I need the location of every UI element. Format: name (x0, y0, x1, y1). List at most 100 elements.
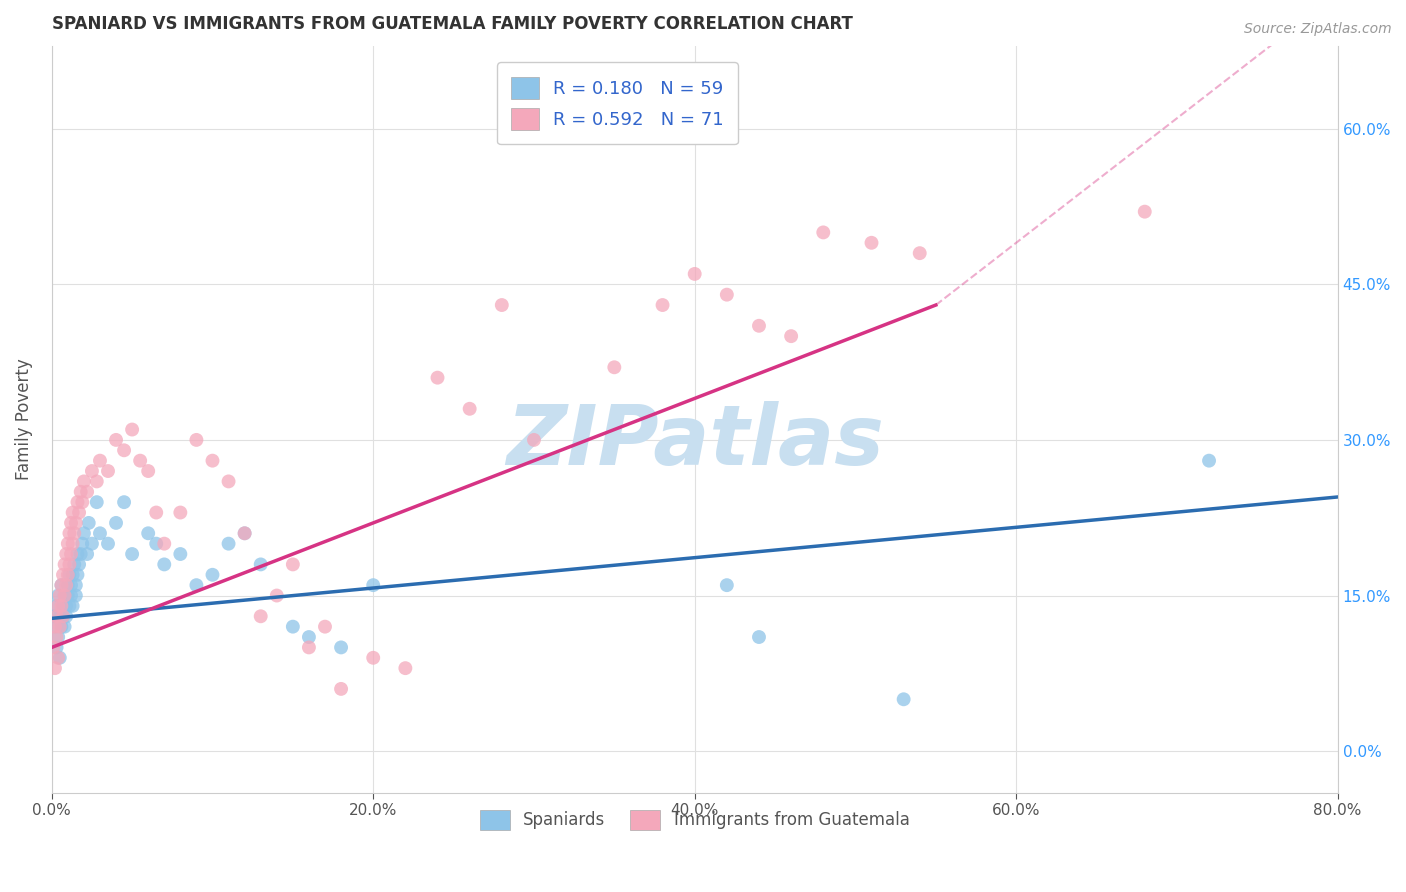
Point (44, 661, 66, 675)
Point (53, 589, 76, 603)
Y-axis label: Family Poverty: Family Poverty (15, 359, 32, 480)
Point (780, 329, 803, 343)
Point (45, 630, 67, 644)
Point (89, 453, 111, 467)
Point (233, 526, 256, 541)
Point (145, 536, 167, 550)
Point (46, 589, 69, 603)
Legend: Spaniards, Immigrants from Guatemala: Spaniards, Immigrants from Guatemala (474, 803, 917, 837)
Point (153, 536, 176, 550)
Point (748, 318, 770, 333)
Point (42, 609, 65, 624)
Point (58, 526, 80, 541)
Point (45, 640, 67, 655)
Point (53, 558, 76, 572)
Point (60, 589, 83, 603)
Point (281, 558, 304, 572)
Point (603, 360, 626, 375)
Point (201, 567, 224, 582)
Point (76, 547, 98, 561)
Point (49, 650, 72, 665)
Point (44, 620, 66, 634)
Point (60, 578, 83, 592)
Point (62, 599, 84, 613)
Point (186, 578, 208, 592)
Point (69, 484, 91, 499)
Point (893, 692, 915, 706)
Point (52, 567, 75, 582)
Point (72, 495, 94, 509)
Point (249, 558, 271, 572)
Point (112, 443, 135, 458)
Point (42, 640, 65, 655)
Point (97, 464, 120, 478)
Point (153, 558, 176, 572)
Point (201, 453, 224, 467)
Point (716, 287, 738, 301)
Point (45, 599, 67, 613)
Point (51, 578, 73, 592)
Point (77, 516, 100, 530)
Point (51, 578, 73, 592)
Point (60, 547, 83, 561)
Point (56, 536, 79, 550)
Point (73, 526, 96, 541)
Point (86, 475, 108, 489)
Point (67, 558, 90, 572)
Point (60, 516, 83, 530)
Point (491, 298, 513, 312)
Text: SPANIARD VS IMMIGRANTS FROM GUATEMALA FAMILY POVERTY CORRELATION CHART: SPANIARD VS IMMIGRANTS FROM GUATEMALA FA… (52, 15, 852, 33)
Point (46, 630, 69, 644)
Point (62, 567, 84, 582)
Point (45, 609, 67, 624)
Point (51, 620, 73, 634)
Point (169, 506, 191, 520)
Point (169, 547, 191, 561)
Point (65, 589, 87, 603)
Point (860, 235, 883, 250)
Point (62, 536, 84, 550)
Point (97, 536, 120, 550)
Point (58, 558, 80, 572)
Point (683, 267, 706, 281)
Point (330, 681, 353, 696)
Point (51, 599, 73, 613)
Point (86, 495, 108, 509)
Point (136, 526, 159, 541)
Point (46, 599, 69, 613)
Point (72, 536, 94, 550)
Point (67, 506, 90, 520)
Point (76, 484, 98, 499)
Point (813, 226, 835, 240)
Point (46, 650, 69, 665)
Point (1198, 453, 1220, 467)
Point (55, 609, 77, 624)
Point (55, 578, 77, 592)
Point (56, 589, 79, 603)
Point (69, 547, 91, 561)
Point (49, 609, 72, 624)
Point (394, 661, 416, 675)
Point (1133, 204, 1156, 219)
Point (233, 526, 256, 541)
Text: ZIPatlas: ZIPatlas (506, 401, 883, 482)
Point (145, 506, 167, 520)
Point (651, 298, 673, 312)
Point (361, 650, 384, 665)
Point (908, 246, 931, 260)
Point (716, 578, 738, 592)
Point (49, 620, 72, 634)
Point (62, 506, 84, 520)
Point (66, 567, 89, 582)
Point (298, 630, 321, 644)
Point (426, 370, 449, 384)
Point (121, 423, 143, 437)
Point (58, 567, 80, 582)
Point (361, 578, 384, 592)
Point (56, 578, 79, 592)
Point (112, 495, 135, 509)
Point (66, 495, 89, 509)
Point (66, 547, 89, 561)
Point (281, 620, 304, 634)
Point (105, 433, 128, 447)
